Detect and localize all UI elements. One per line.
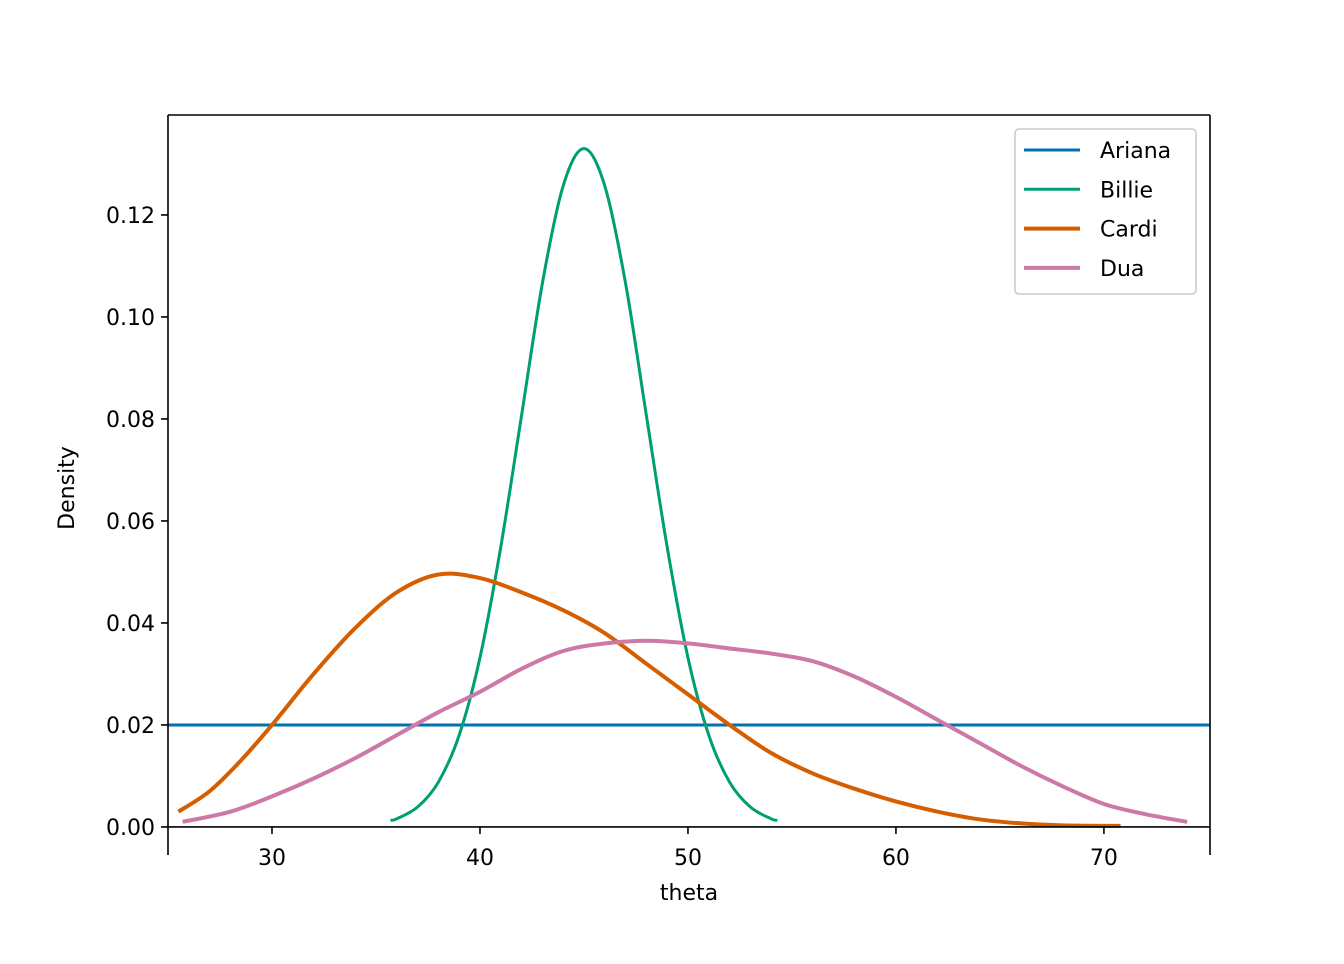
y-tick-label: 0.04 bbox=[106, 612, 155, 637]
x-tick-label: 50 bbox=[674, 846, 702, 871]
x-axis-label: theta bbox=[660, 881, 718, 906]
series-billie-line bbox=[390, 147, 778, 822]
y-tick-label: 0.00 bbox=[106, 816, 155, 841]
y-axis-label: Density bbox=[55, 446, 80, 530]
legend-box bbox=[1014, 128, 1197, 295]
y-tick-label: 0.08 bbox=[106, 408, 155, 433]
x-tick-label: 30 bbox=[258, 846, 286, 871]
legend-dua-label: Dua bbox=[1100, 257, 1144, 282]
plot-area bbox=[168, 147, 1210, 828]
x-tick-label: 70 bbox=[1090, 846, 1118, 871]
legend-cardi-label: Cardi bbox=[1100, 218, 1158, 243]
legend-billie-label: Billie bbox=[1100, 178, 1153, 203]
x-tick-label: 40 bbox=[466, 846, 494, 871]
y-tick-label: 0.12 bbox=[106, 204, 155, 229]
axes: 30 40 50 60 70 0.00 0.02 0.04 0.06 0.08 0.10 0.12 bbox=[106, 114, 1211, 871]
series-dua-line bbox=[182, 638, 1188, 824]
legend-ariana-label: Ariana bbox=[1100, 139, 1171, 164]
y-tick-label: 0.10 bbox=[106, 306, 155, 331]
y-tick-label: 0.06 bbox=[106, 510, 155, 535]
series-cardi-line bbox=[177, 571, 1121, 828]
y-tick-label: 0.02 bbox=[106, 714, 155, 739]
legend: Ariana Billie Cardi Dua bbox=[1014, 128, 1197, 295]
x-tick-label: 60 bbox=[882, 846, 910, 871]
